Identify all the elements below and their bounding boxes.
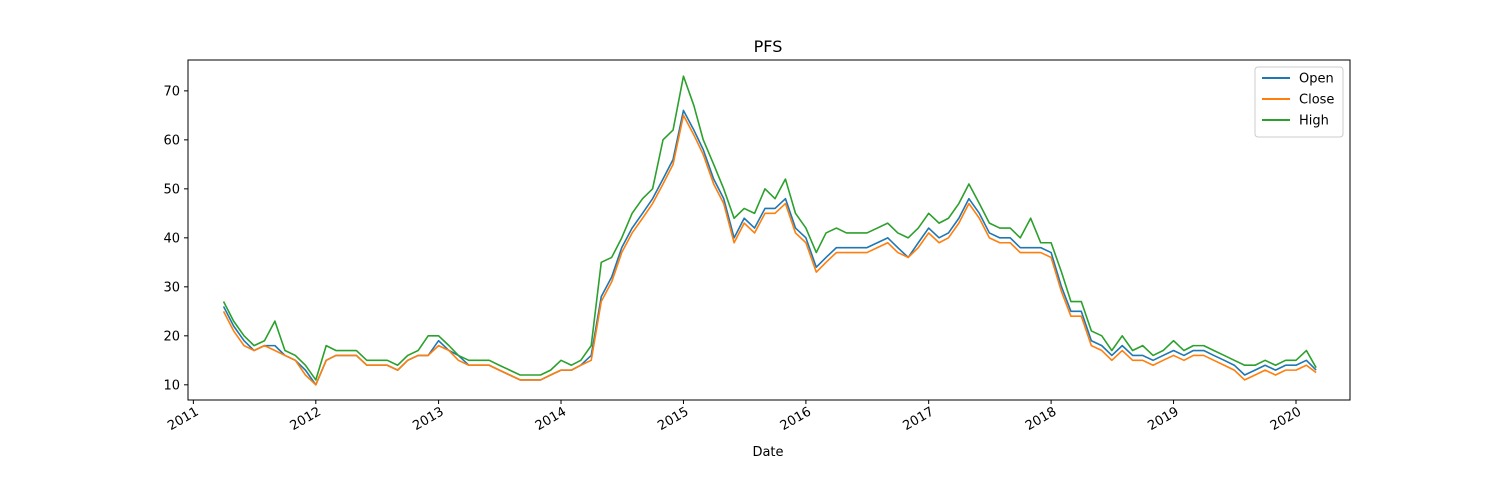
y-axis-ticks: 10 20 30 40 50 60 70 bbox=[163, 84, 188, 393]
plot-area-frame bbox=[187, 59, 1351, 401]
y-tick-label: 40 bbox=[163, 231, 180, 246]
y-tick-label: 70 bbox=[163, 84, 180, 99]
legend-label-open: Open bbox=[1299, 72, 1334, 87]
legend: Open Close High bbox=[1254, 66, 1344, 138]
y-tick-label: 50 bbox=[163, 182, 180, 197]
y-tick-label: 20 bbox=[163, 329, 180, 344]
y-tick-label: 10 bbox=[163, 378, 180, 393]
chart-title: PFS bbox=[754, 37, 783, 56]
legend-label-high: High bbox=[1299, 114, 1329, 129]
series-line-close bbox=[222, 114, 1317, 386]
y-tick-label: 30 bbox=[163, 280, 180, 295]
series-layer bbox=[222, 75, 1317, 386]
y-tick-label: 60 bbox=[163, 133, 180, 148]
series-line-high bbox=[222, 75, 1317, 381]
x-axis-label: Date bbox=[752, 445, 783, 460]
legend-label-close: Close bbox=[1299, 93, 1334, 108]
